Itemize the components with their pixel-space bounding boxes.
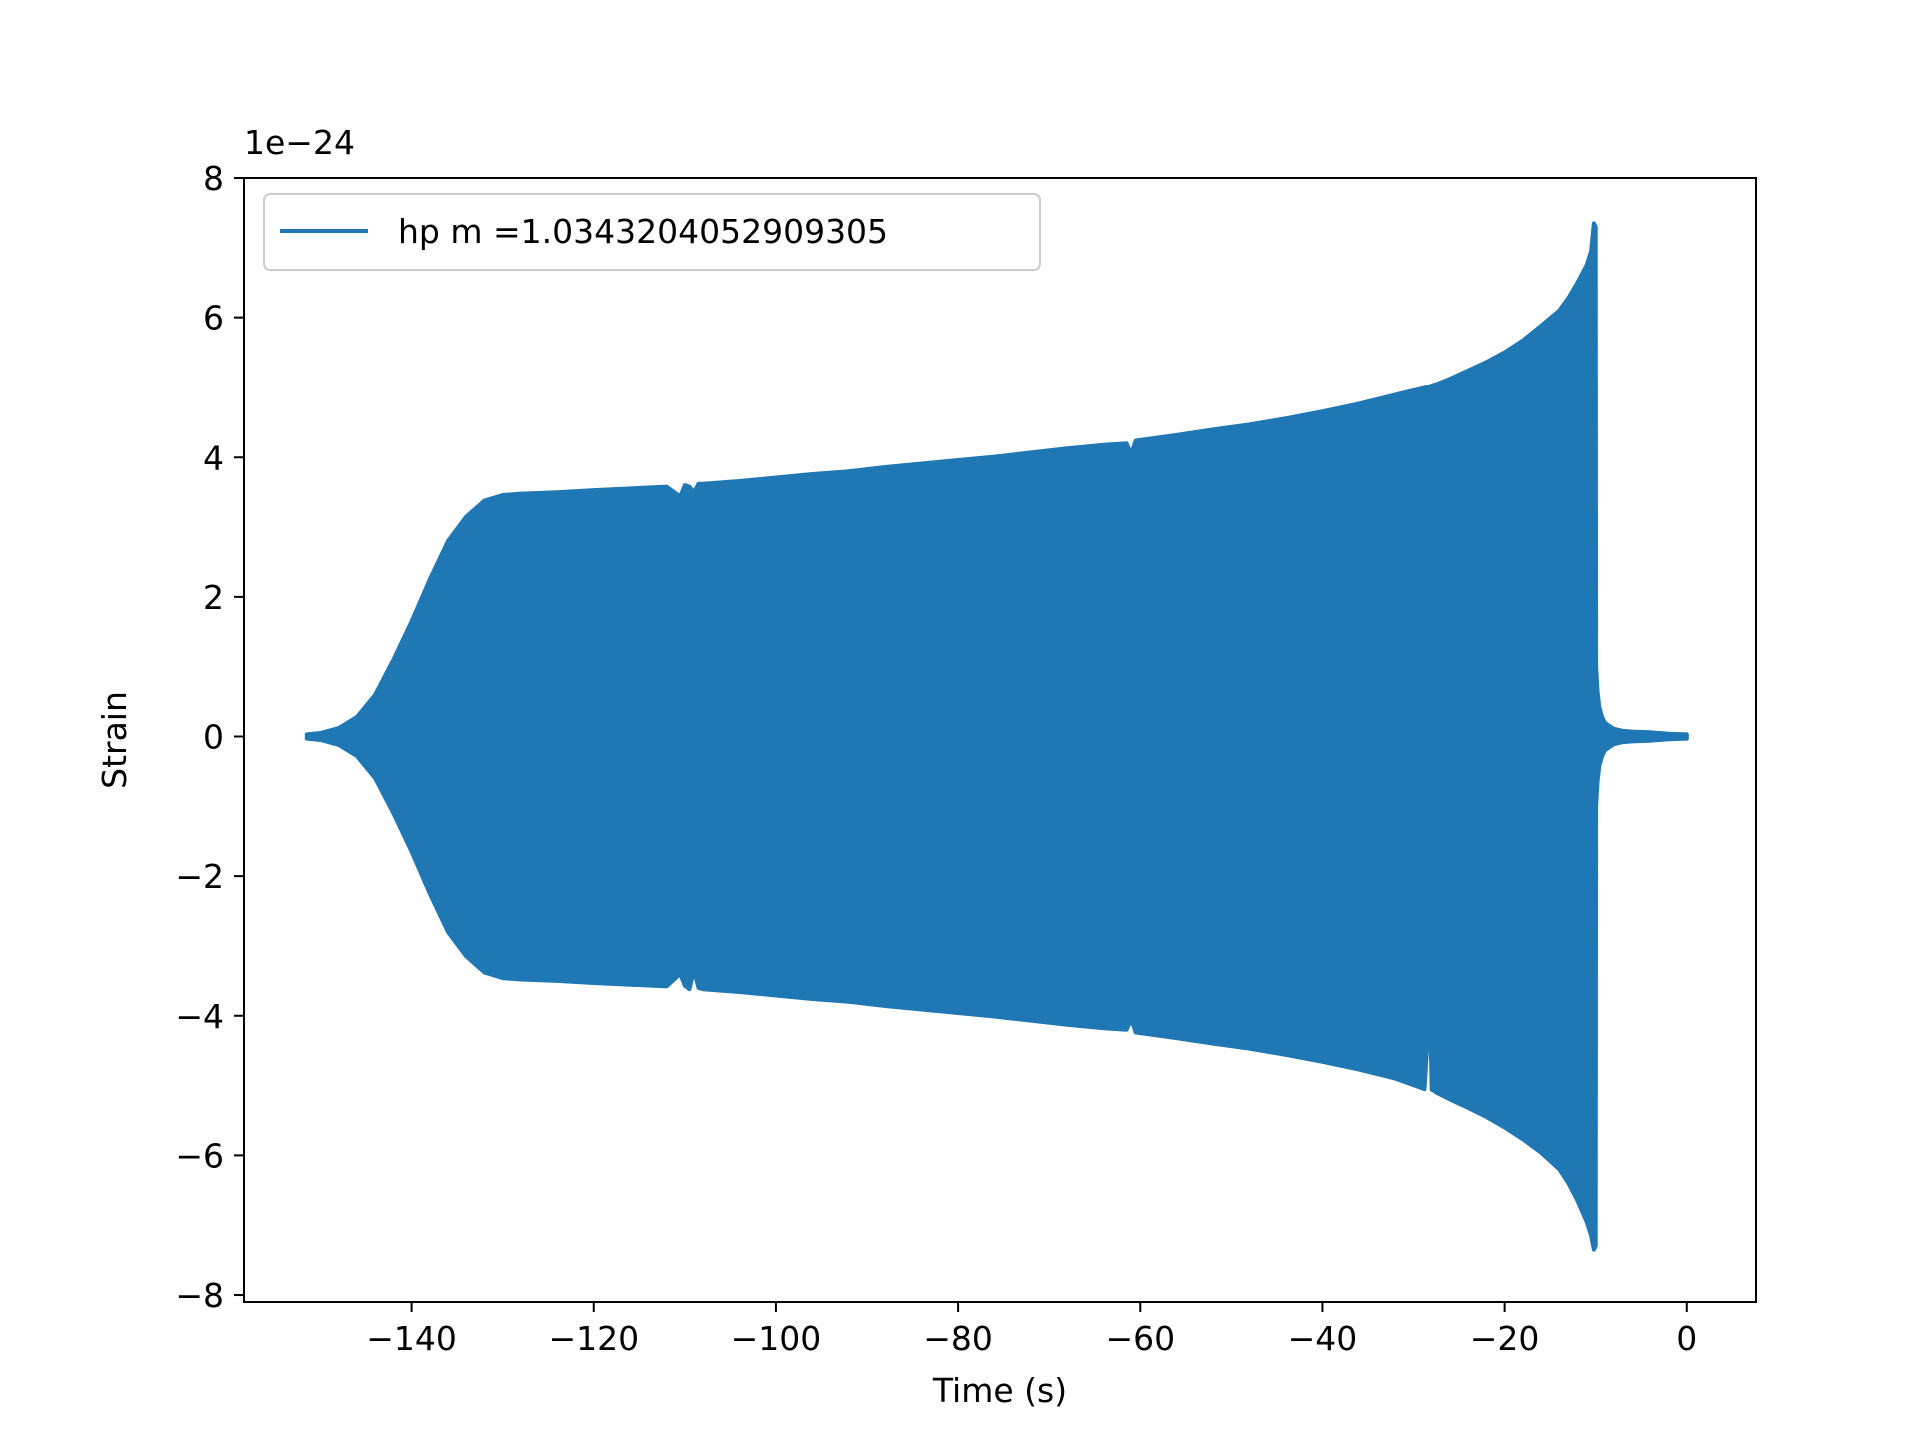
legend-entry-label: hp m =1.0343204052909305 [398,212,888,251]
ticks: −140 −120 −100 −80 −60 −40 −20 0 8 6 4 2 0 −2 −4 −6 −8 [175,159,1697,1358]
axes-frame [243,177,1757,1303]
x-tick-label: −60 [1105,1319,1175,1358]
y-tick-label: −6 [175,1136,224,1175]
x-tick-label: 0 [1676,1319,1697,1358]
y-tick-label: 6 [203,299,224,338]
y-tick-label: 2 [203,578,224,617]
y-tick-label: 4 [203,438,224,477]
y-tick-label: 8 [203,159,224,198]
legend-box [263,193,1041,271]
series-hp-waveform [304,221,1689,1252]
legend: hp m =1.0343204052909305 [263,193,1041,271]
x-axis-label: Time (s) [932,1371,1067,1410]
y-tick-label: −4 [175,997,224,1036]
x-tick-label: −140 [366,1319,457,1358]
y-axis-label: Strain [95,691,134,789]
y-tick-label: 0 [203,718,224,757]
y-tick-label: −8 [175,1276,224,1315]
plot-area [304,221,1689,1252]
x-tick-label: −80 [923,1319,993,1358]
x-tick-label: −100 [731,1319,822,1358]
x-tick-label: −20 [1470,1319,1540,1358]
x-tick-label: −120 [548,1319,639,1358]
y-offset-label: 1e−24 [244,123,355,162]
y-tick-label: −2 [175,857,224,896]
x-tick-label: −40 [1288,1319,1358,1358]
